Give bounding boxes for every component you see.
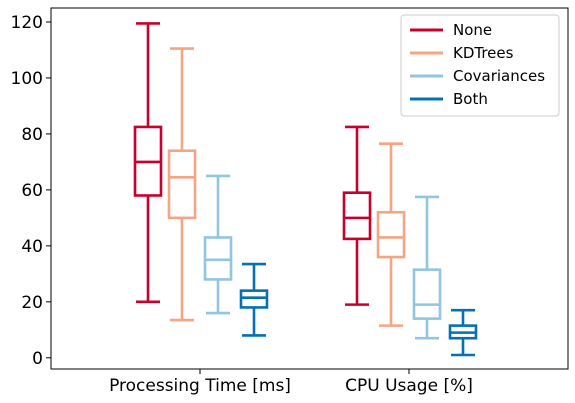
x-category-label: Processing Time [ms] (109, 376, 291, 396)
iqr-box (167, 149, 197, 220)
iqr-box (342, 191, 372, 241)
iqr-box (376, 210, 406, 259)
legend-frame (400, 14, 560, 117)
legend: None KDTrees Covariances Both (400, 14, 560, 117)
iqr-box (203, 236, 233, 281)
legend-label-both: Both (453, 90, 488, 108)
y-tick-label: 0 (32, 349, 43, 369)
x-category-label: CPU Usage [%] (345, 376, 473, 396)
box-none-1 (342, 125, 372, 306)
box-none-0 (133, 22, 163, 304)
box-covariances-0 (203, 174, 233, 315)
box-both-1 (448, 308, 478, 357)
y-tick-label: 60 (21, 181, 43, 201)
plot-frame (50, 7, 569, 370)
legend-label-kdtrees: KDTrees (453, 44, 514, 62)
iqr-box (412, 268, 442, 320)
box-kdtrees-0 (167, 47, 197, 322)
box-covariances-1 (412, 195, 442, 340)
legend-label-none: None (453, 21, 492, 39)
legend-label-covariances: Covariances (453, 67, 545, 85)
y-tick-label: 120 (11, 13, 43, 33)
y-tick-label: 40 (21, 237, 43, 257)
y-tick-label: 20 (21, 293, 43, 313)
iqr-box (239, 289, 269, 309)
box-both-0 (239, 262, 269, 337)
box-kdtrees-1 (376, 142, 406, 327)
y-tick-label: 100 (11, 69, 43, 89)
y-tick-label: 80 (21, 125, 43, 145)
